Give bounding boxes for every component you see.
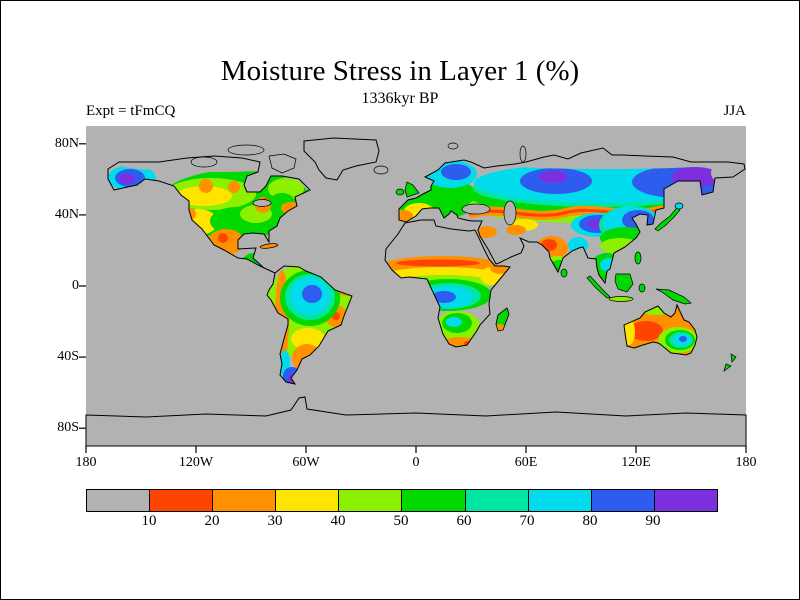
colorbar-segment xyxy=(465,490,529,511)
continent-south-america xyxy=(266,265,353,385)
philippines xyxy=(634,251,642,265)
experiment-label: Expt = tFmCQ xyxy=(86,103,176,119)
borneo xyxy=(614,273,634,293)
lat-tick-label-80n: 80N xyxy=(54,136,79,151)
colorbar-label: 60 xyxy=(456,513,472,529)
colorbar-label: 40 xyxy=(330,513,346,529)
colorbar-segment xyxy=(654,490,717,511)
axis-ticks xyxy=(79,143,747,453)
great-lakes xyxy=(252,199,272,207)
new-zealand-south xyxy=(723,363,732,372)
colorbar-label: 90 xyxy=(645,513,661,529)
madagascar xyxy=(495,307,510,332)
sulawesi xyxy=(638,283,646,293)
iceland xyxy=(373,165,389,175)
colorbar-segment xyxy=(591,490,655,511)
lon-tick-label-120w: 120W xyxy=(178,455,214,470)
greenland xyxy=(303,137,380,181)
colorbar-label: 30 xyxy=(267,513,283,529)
cuba xyxy=(259,243,279,249)
colorbar-segment xyxy=(150,490,214,511)
new-guinea xyxy=(655,288,692,305)
colorbar-label: 80 xyxy=(582,513,598,529)
figure-title: Moisture Stress in Layer 1 (%) xyxy=(220,55,580,87)
lon-tick-label-60w: 60W xyxy=(292,455,320,470)
ellesmere-island xyxy=(227,144,265,156)
victoria-island xyxy=(190,156,218,168)
java xyxy=(608,296,634,302)
colorbar-segment xyxy=(339,490,403,511)
colorbar-segment xyxy=(213,490,277,511)
lat-tick-label-40n: 40N xyxy=(54,207,79,222)
lon-tick-label-60e: 60E xyxy=(514,455,538,470)
colorbar-label: 70 xyxy=(519,513,535,529)
ireland xyxy=(395,188,405,196)
black-sea xyxy=(461,203,491,215)
sumatra xyxy=(586,275,611,299)
colorbar-segment xyxy=(528,490,592,511)
great-britain xyxy=(404,181,420,198)
colorbar-labels: 10 20 30 40 50 60 70 80 90 xyxy=(86,513,716,531)
sri-lanka xyxy=(560,268,568,278)
new-zealand-north xyxy=(730,353,737,363)
lon-tick-label-120e: 120E xyxy=(621,455,651,470)
antarctica xyxy=(85,396,747,447)
colorbar xyxy=(86,489,718,512)
colorbar-label: 10 xyxy=(141,513,157,529)
lat-tick-label-40s: 40S xyxy=(57,349,79,364)
world-map xyxy=(79,126,747,453)
colorbar-segment xyxy=(276,490,340,511)
islands xyxy=(190,142,737,372)
season-label: JJA xyxy=(723,103,746,119)
lat-tick-label-80s: 80S xyxy=(57,420,79,435)
hokkaido xyxy=(674,202,684,210)
novaya-zemlya xyxy=(519,145,527,163)
svalbard xyxy=(447,142,459,150)
colorbar-label: 50 xyxy=(393,513,409,529)
lat-tick-label-0: 0 xyxy=(72,278,79,293)
lon-tick-label-0: 0 xyxy=(412,455,420,470)
baffin-island xyxy=(268,153,297,174)
japan xyxy=(654,206,681,232)
caspian-sea xyxy=(503,200,517,226)
colorbar-label: 20 xyxy=(204,513,220,529)
colorbar-segment xyxy=(402,490,466,511)
colorbar-segment xyxy=(87,490,151,511)
figure-subtitle: 1336kyr BP xyxy=(361,90,439,107)
lon-tick-label-180e: 180 xyxy=(735,455,757,470)
lon-tick-label-180w: 180 xyxy=(75,455,97,470)
